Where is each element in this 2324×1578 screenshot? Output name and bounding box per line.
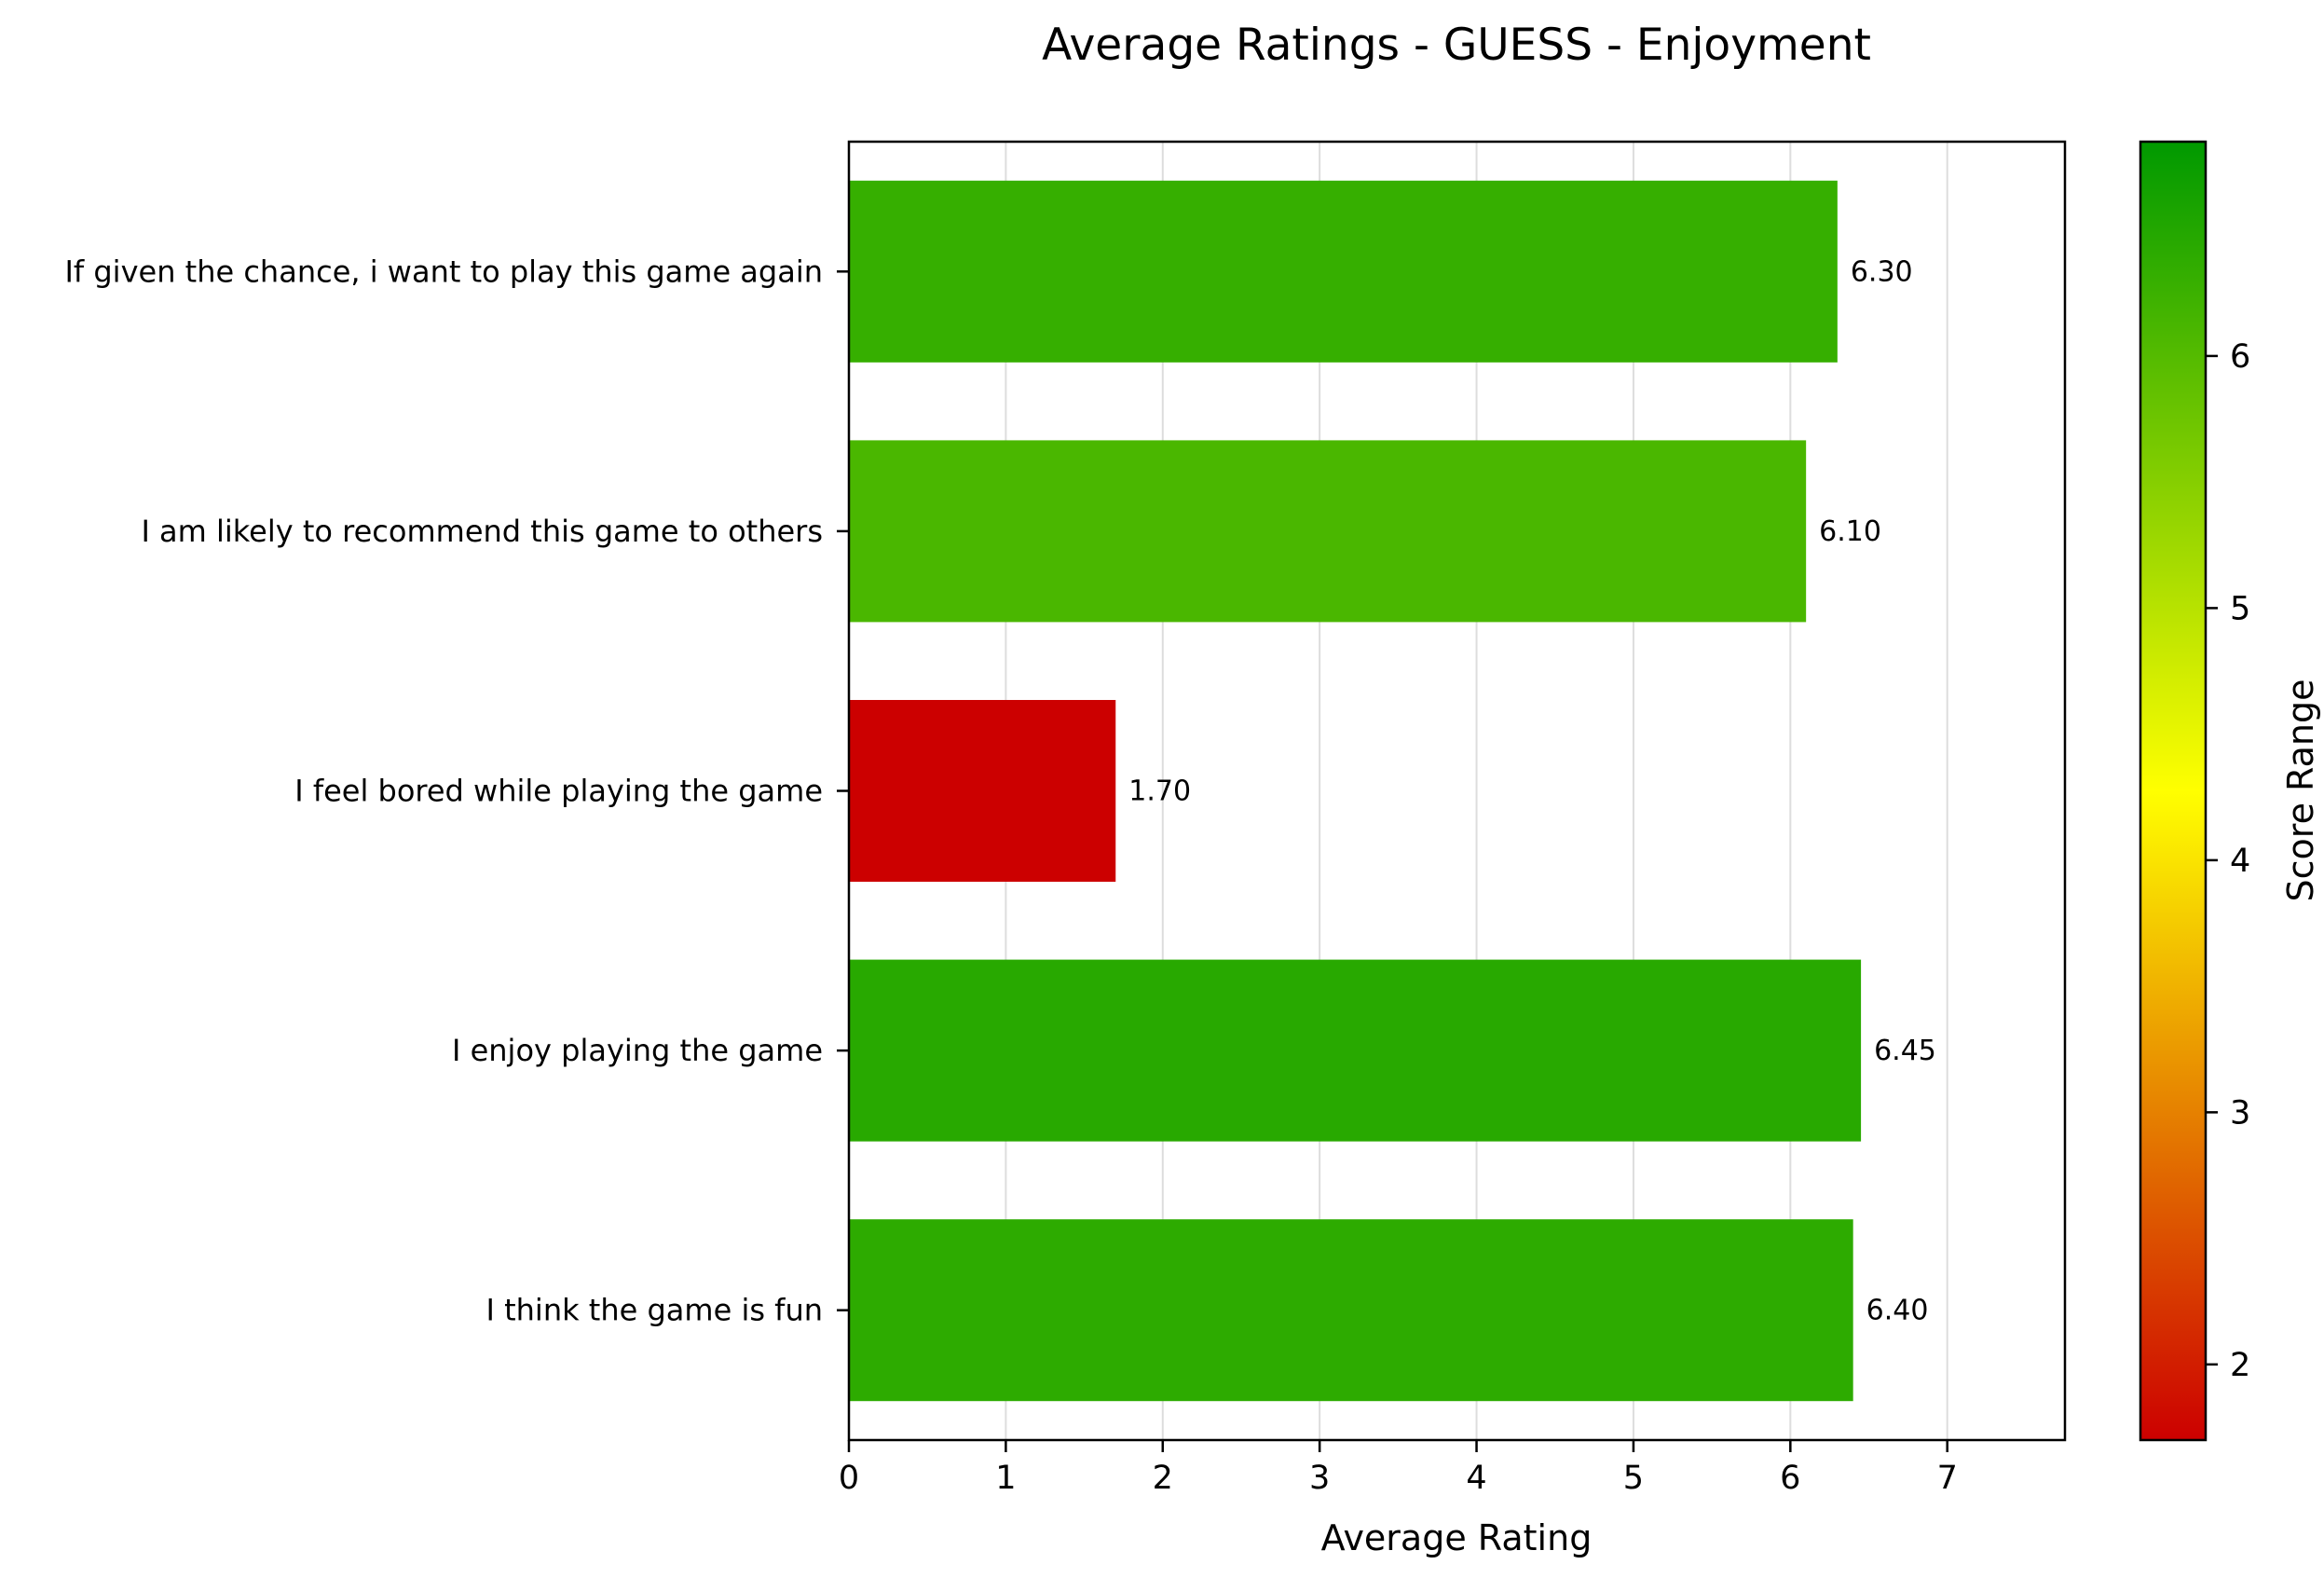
colorbar-tick-label: 6 [2230, 338, 2250, 376]
x-tick-label: 6 [1780, 1460, 1800, 1497]
colorbar-tick-label: 4 [2230, 843, 2250, 880]
bars [849, 180, 1862, 1402]
x-tick-label: 5 [1623, 1460, 1644, 1497]
colorbar-tick-label: 5 [2230, 590, 2250, 627]
x-tick-label: 1 [995, 1460, 1016, 1497]
colorbar-gradient [2139, 140, 2208, 1442]
colorbar-ticks: 2 3 4 5 6 [2206, 338, 2250, 1384]
bar [849, 440, 1807, 623]
y-axis: If given the chance, i want to play this… [64, 254, 849, 1328]
x-tick-label: 7 [1937, 1460, 1958, 1497]
x-axis-label: Average Rating [1321, 1517, 1593, 1558]
x-tick-label: 2 [1153, 1460, 1173, 1497]
value-label: 6.10 [1819, 515, 1881, 548]
value-label: 6.40 [1866, 1295, 1929, 1327]
value-label: 6.45 [1874, 1035, 1936, 1067]
bar [849, 699, 1116, 883]
category-label: I am likely to recommend this game to ot… [141, 514, 823, 549]
x-tick-label: 3 [1309, 1460, 1330, 1497]
category-label: I think the game is fun [485, 1293, 823, 1328]
value-labels: 6.30 6.10 1.70 6.45 6.40 [1128, 255, 1936, 1326]
category-label: I enjoy playing the game [452, 1033, 823, 1068]
x-tick-label: 4 [1466, 1460, 1486, 1497]
x-tick-label: 0 [839, 1460, 859, 1497]
category-label: If given the chance, i want to play this… [64, 254, 823, 289]
chart-title: Average Ratings - GUESS - Enjoyment [1042, 20, 1871, 71]
colorbar-label: Score Range [2280, 679, 2321, 902]
colorbar: 2 3 4 5 6 Score Range [2139, 140, 2321, 1442]
value-label: 1.70 [1128, 775, 1191, 808]
bar [849, 180, 1838, 363]
bar [849, 1219, 1853, 1402]
category-label: I feel bored while playing the game [294, 774, 823, 809]
colorbar-tick-label: 2 [2230, 1347, 2250, 1384]
x-axis: 0 1 2 3 4 5 6 7 [839, 1440, 1958, 1497]
colorbar-tick-label: 3 [2230, 1094, 2250, 1132]
bar [849, 959, 1862, 1142]
value-label: 6.30 [1851, 255, 1913, 288]
